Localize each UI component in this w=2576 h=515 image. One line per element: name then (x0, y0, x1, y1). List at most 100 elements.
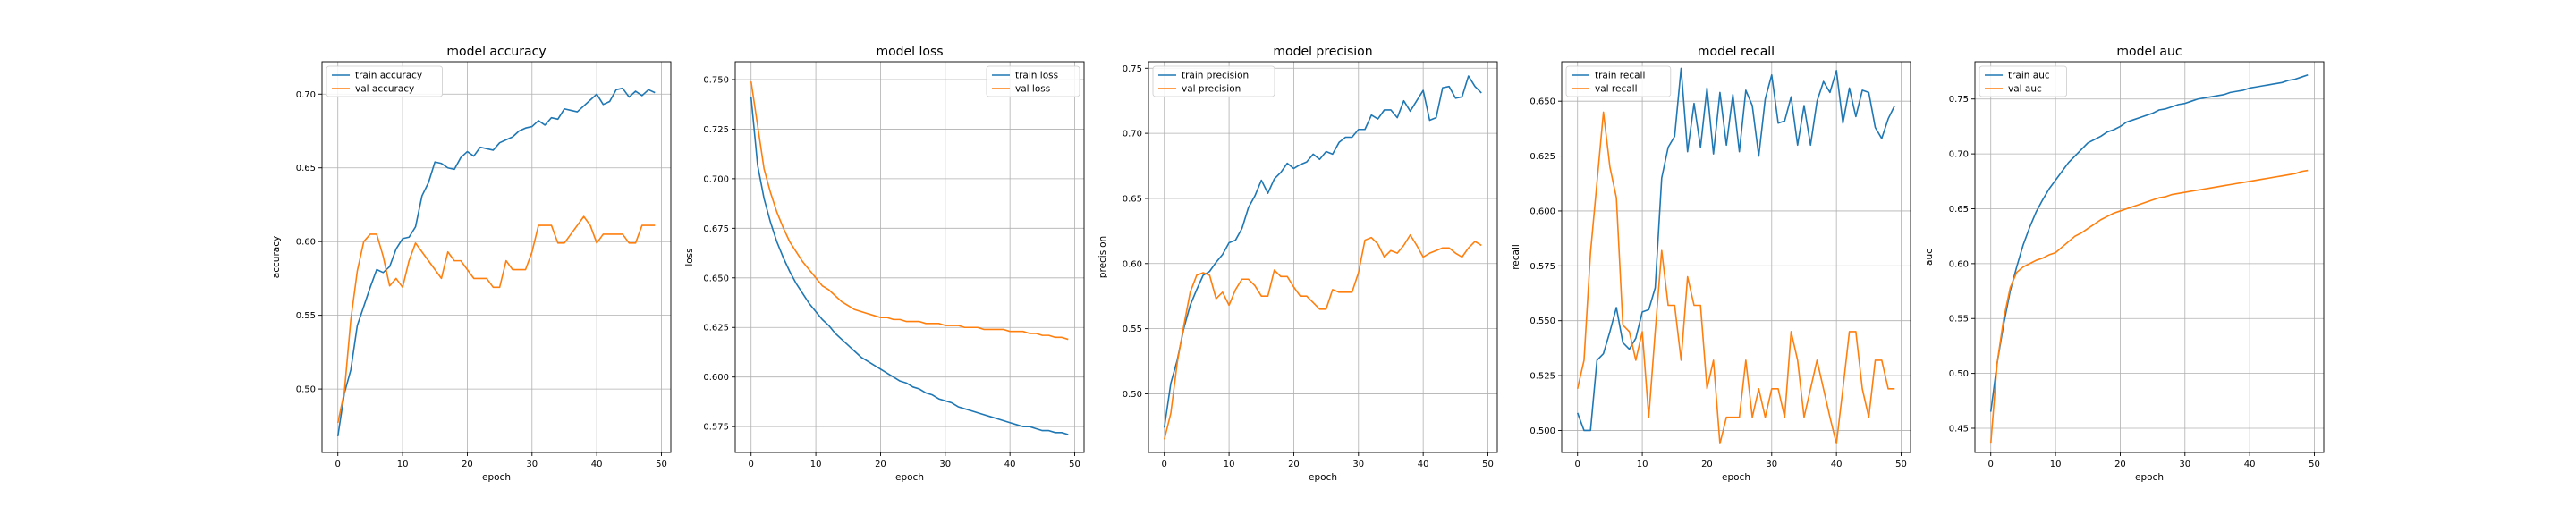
x-tick-label: 10 (397, 460, 409, 469)
x-axis-label: epoch (895, 472, 924, 483)
y-axis-label: loss (684, 248, 695, 266)
y-tick-label: 0.60 (1123, 259, 1142, 269)
series-line-1 (1989, 73, 2309, 412)
legend: train precision val precision (1152, 65, 1275, 97)
legend: train accuracy val accuracy (326, 65, 444, 97)
y-tick-label: 0.70 (1949, 150, 1969, 160)
x-tick-label: 10 (2050, 460, 2062, 469)
x-axis-label: epoch (1722, 472, 1750, 483)
legend-label: val precision (1182, 84, 1241, 95)
y-tick-label: 0.500 (1530, 426, 1555, 436)
y-tick-label: 0.700 (703, 174, 729, 184)
series-line-1 (1163, 75, 1482, 428)
legend: train loss val loss (986, 65, 1080, 97)
x-tick-label: 0 (1575, 460, 1580, 469)
y-tick-label: 0.60 (1949, 259, 1969, 269)
legend-label: val auc (2008, 84, 2042, 95)
y-tick-label: 0.60 (296, 238, 316, 248)
legend-label: train accuracy (355, 71, 422, 81)
chart-title: model accuracy (446, 45, 546, 59)
y-axis-label: recall (1511, 244, 1521, 270)
series-line-2 (336, 215, 656, 424)
x-tick-label: 20 (1701, 460, 1713, 469)
y-tick-label: 0.625 (1530, 152, 1555, 162)
y-tick-label: 0.625 (703, 324, 729, 333)
series-line-2 (1989, 169, 2309, 444)
x-tick-label: 50 (1482, 460, 1494, 469)
x-tick-label: 0 (335, 460, 341, 469)
y-axis-label: accuracy (271, 236, 282, 278)
y-tick-label: 0.50 (296, 385, 316, 395)
y-tick-label: 0.65 (296, 164, 316, 173)
x-tick-label: 20 (875, 460, 886, 469)
y-tick-label: 0.45 (1949, 424, 1969, 434)
chart-panel-4: 0 10 20 30 40 50 0.500 0.525 0.550 0.575 0.600 0.62… (1511, 45, 1911, 483)
legend-label: train precision (1182, 71, 1249, 81)
y-tick-label: 0.525 (1530, 372, 1555, 382)
x-tick-label: 50 (656, 460, 667, 469)
x-tick-label: 0 (1988, 460, 1994, 469)
x-tick-label: 40 (1418, 460, 1429, 469)
chart-panel-1: 0 10 20 30 40 50 0.50 0.55 0.60 0.65 0.70 model acc… (271, 45, 672, 483)
y-tick-label: 0.55 (1123, 325, 1142, 334)
x-tick-label: 20 (2114, 460, 2126, 469)
chart-title: model loss (876, 45, 943, 59)
y-tick-label: 0.55 (296, 311, 316, 321)
x-tick-label: 30 (939, 460, 951, 469)
x-tick-label: 40 (1004, 460, 1016, 469)
y-tick-label: 0.725 (703, 125, 729, 135)
legend-box (326, 65, 444, 97)
y-tick-label: 0.600 (1530, 207, 1555, 216)
series-line-1 (1576, 67, 1895, 432)
legend-label: val loss (1015, 84, 1050, 95)
axes-frame (1561, 61, 1911, 453)
axes-frame (1148, 61, 1498, 453)
x-axis-label: epoch (2135, 472, 2164, 483)
y-tick-label: 0.550 (1530, 317, 1555, 326)
y-axis-label: precision (1097, 236, 1108, 278)
x-tick-label: 0 (749, 460, 754, 469)
y-tick-label: 0.675 (703, 224, 729, 234)
y-tick-label: 0.75 (1123, 64, 1142, 74)
legend-box (1152, 65, 1275, 97)
legend: train auc val auc (1979, 65, 2067, 97)
series-line-1 (336, 87, 656, 436)
series-line-2 (1576, 111, 1895, 444)
y-tick-label: 0.750 (703, 75, 729, 85)
x-tick-label: 30 (1766, 460, 1777, 469)
y-tick-label: 0.70 (296, 90, 316, 100)
y-tick-label: 0.50 (1949, 369, 1969, 379)
x-tick-label: 30 (526, 460, 538, 469)
y-tick-label: 0.600 (703, 373, 729, 383)
x-tick-label: 40 (1831, 460, 1843, 469)
legend-label: train recall (1595, 71, 1645, 81)
y-tick-label: 0.65 (1949, 205, 1969, 215)
y-tick-label: 0.575 (703, 423, 729, 433)
legend-label: val recall (1595, 84, 1638, 95)
legend-label: train loss (1015, 71, 1058, 81)
y-tick-label: 0.650 (703, 274, 729, 283)
axes-frame (321, 61, 672, 453)
chart-title: model recall (1698, 45, 1775, 59)
x-tick-label: 30 (2179, 460, 2190, 469)
y-tick-label: 0.50 (1123, 390, 1142, 400)
chart-panel-3: 0 10 20 30 40 50 0.50 0.55 0.60 0.65 0.70 0.75 model… (1097, 45, 1498, 483)
x-tick-label: 20 (1288, 460, 1300, 469)
y-tick-label: 0.70 (1123, 130, 1142, 139)
x-tick-label: 50 (1069, 460, 1080, 469)
y-tick-label: 0.55 (1949, 315, 1969, 325)
y-tick-label: 0.650 (1530, 97, 1555, 107)
x-tick-label: 10 (1637, 460, 1648, 469)
y-tick-label: 0.65 (1123, 194, 1142, 204)
series-line-2 (1163, 233, 1482, 440)
x-axis-label: epoch (1309, 472, 1337, 483)
legend: train recall val recall (1565, 65, 1672, 97)
chart-title: model auc (2116, 45, 2182, 59)
x-tick-label: 40 (2244, 460, 2256, 469)
x-axis-label: epoch (482, 472, 511, 483)
chart-panel-2: 0 10 20 30 40 50 0.575 0.600 0.625 0.650 0.675 0.70… (684, 45, 1085, 483)
chart-title: model precision (1273, 45, 1372, 59)
series-line-2 (750, 81, 1069, 341)
x-tick-label: 10 (1224, 460, 1235, 469)
